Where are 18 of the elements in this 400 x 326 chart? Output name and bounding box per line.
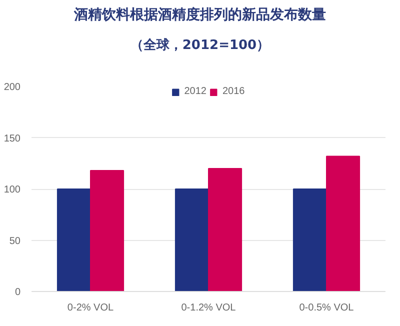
x-tick-label: 0-0.5% VOL (299, 302, 354, 314)
bar (292, 188, 327, 292)
y-tick-label: 200 (4, 82, 21, 93)
y-tick-label: 100 (4, 184, 21, 196)
bar (90, 170, 124, 292)
chart-subtitle: （全球，2012=100） (130, 37, 270, 55)
bar (208, 168, 242, 292)
y-tick-label: 0 (14, 287, 21, 298)
bar (326, 156, 360, 292)
chart-title: 酒精饮料根据酒精度排列的新品发布数量 (74, 6, 326, 25)
y-tick-label: 50 (9, 236, 21, 247)
y-tick-label: 150 (4, 133, 21, 144)
x-tick-label: 0-1.2% VOL (181, 302, 236, 314)
legend-label: 2012 (184, 86, 206, 97)
x-tick-label: 0-2% VOL (67, 302, 114, 314)
legend-label: 2016 (222, 86, 245, 97)
bar (56, 188, 91, 292)
bar (174, 188, 209, 292)
